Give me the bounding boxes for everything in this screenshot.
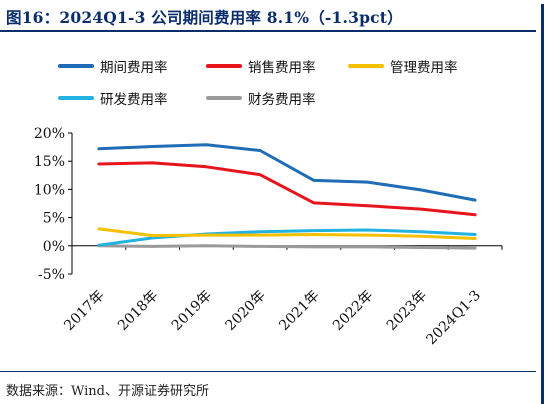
legend-swatch: [58, 96, 94, 100]
legend-label: 财务费用率: [248, 92, 316, 108]
x-tick-label: 2022年: [330, 288, 376, 334]
line-chart: 20% 15% 10% 5% 0% -5% 2017年 2018年 2019年 2020年 2021…: [34, 126, 503, 349]
x-tick-label: 2020年: [223, 288, 269, 334]
series-line-3: [97, 227, 477, 240]
series-line-4: [97, 228, 477, 247]
legend-item: 销售费用率: [206, 56, 316, 76]
y-tick-label: -5%: [38, 267, 65, 283]
x-tick-label: 2018年: [115, 288, 161, 334]
legend-item: 财务费用率: [206, 88, 316, 108]
legend-label: 研发费用率: [100, 92, 168, 108]
x-tick-label: 2021年: [276, 288, 322, 334]
legend-swatch: [58, 64, 94, 68]
legend-item: 期间费用率: [58, 56, 168, 76]
x-tick-label: 2019年: [169, 288, 215, 334]
x-tick-label: 2024Q1-3: [423, 288, 484, 349]
x-tick-label: 2023年: [384, 288, 430, 334]
legend-item: 研发费用率: [58, 88, 168, 108]
y-tick-label: 5%: [43, 211, 65, 227]
legend-swatch: [348, 64, 384, 68]
chart-title: 图16：2024Q1-3 公司期间费用率 8.1%（-1.3pct）: [6, 8, 403, 27]
source-divider: [0, 371, 536, 372]
right-border: [541, 4, 544, 404]
x-tick-label: 2017年: [61, 288, 107, 334]
legend-label: 期间费用率: [100, 60, 168, 76]
title-underline: [0, 30, 536, 32]
y-tick-label: 0%: [43, 239, 65, 255]
series-line-1: [97, 143, 477, 202]
legend-label: 销售费用率: [248, 60, 316, 76]
legend-swatch: [206, 64, 242, 68]
series-line-2: [97, 161, 477, 217]
y-tick-label: 10%: [34, 182, 65, 198]
legend: 期间费用率 销售费用率 管理费用率研发费用率 财务费用率: [58, 56, 518, 112]
legend-swatch: [206, 96, 242, 100]
legend-item: 管理费用率: [348, 56, 458, 76]
series-line-5: [97, 244, 477, 250]
y-tick-label: 20%: [34, 126, 65, 142]
y-tick-label: 15%: [34, 154, 65, 170]
source-note: 数据来源：Wind、开源证券研究所: [6, 384, 209, 399]
legend-label: 管理费用率: [390, 60, 458, 76]
